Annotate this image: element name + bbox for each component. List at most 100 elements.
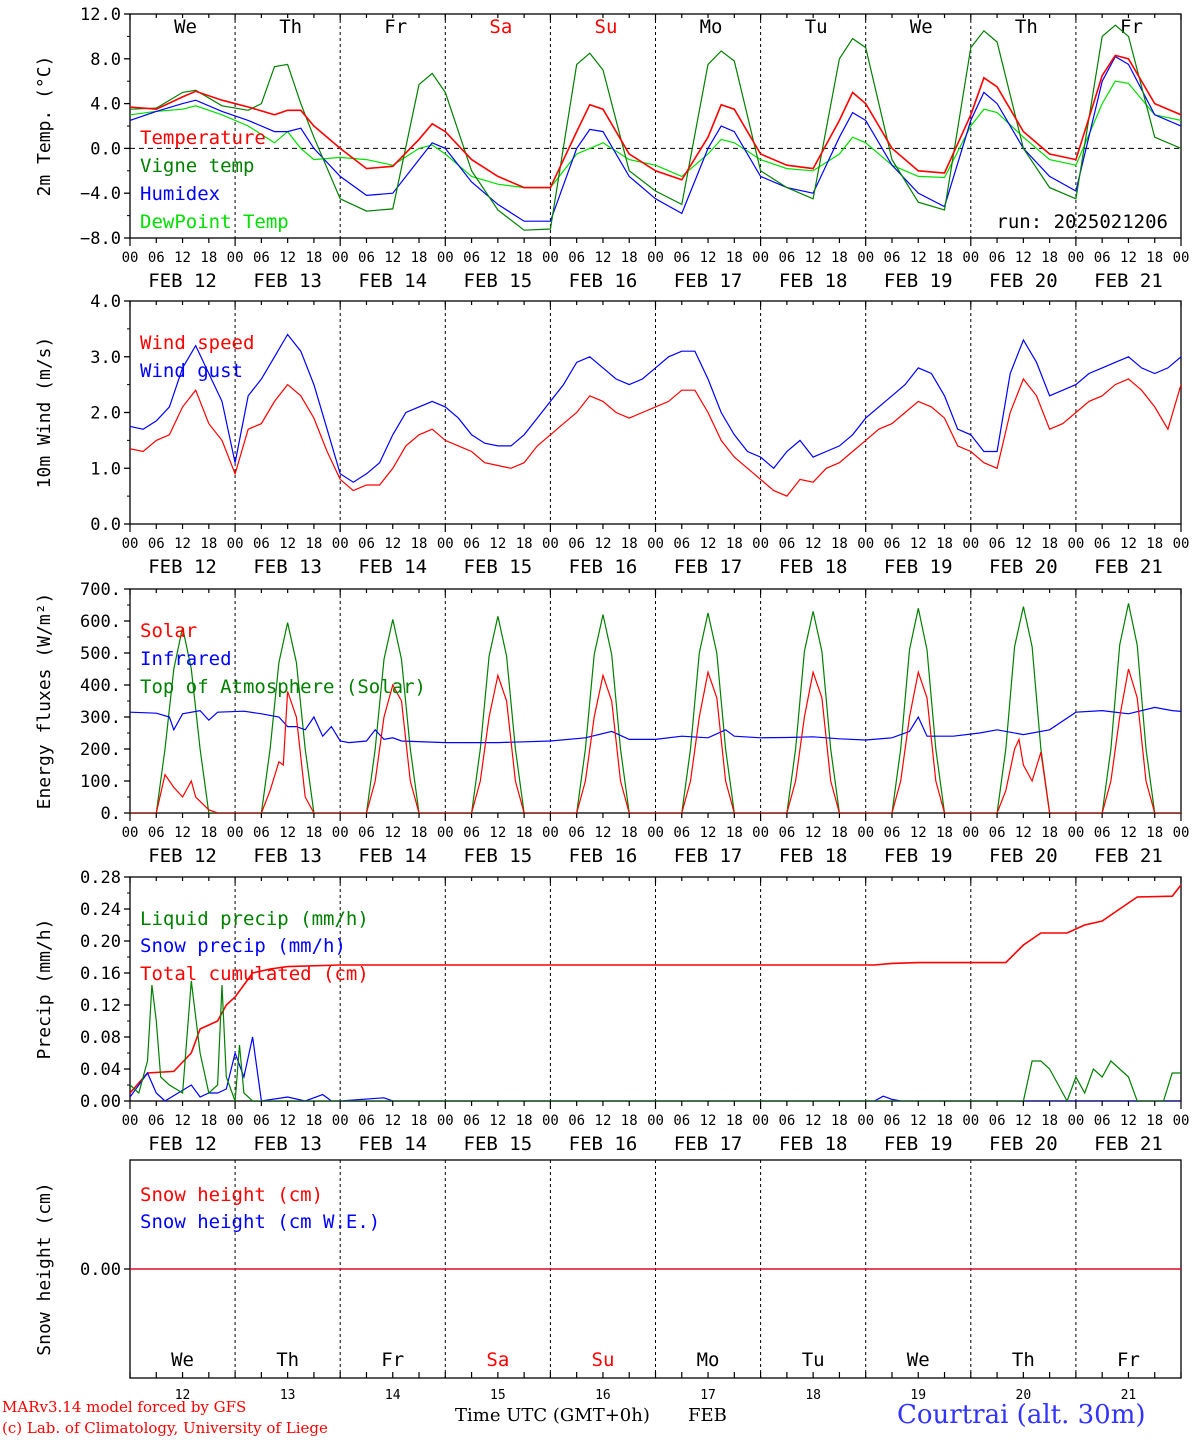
- date-label: FEB 15: [464, 1133, 533, 1155]
- hour-tick-label: 00: [542, 825, 559, 841]
- hour-tick-label: 12: [384, 1113, 401, 1129]
- hour-tick-label: 06: [148, 1113, 165, 1129]
- day-number-label: 15: [490, 1388, 506, 1403]
- weekday-label: Tu: [805, 16, 828, 38]
- date-label: FEB 15: [464, 845, 533, 867]
- hour-tick-label: 00: [647, 825, 664, 841]
- hour-tick-label: 12: [910, 825, 927, 841]
- hour-tick-label: 12: [174, 1113, 191, 1129]
- hour-tick-label: 12: [1120, 1113, 1137, 1129]
- hour-tick-label: 18: [1041, 250, 1058, 266]
- y-tick-label: 0.16: [80, 964, 121, 984]
- legend-entry: Total cumulated (cm): [140, 963, 369, 985]
- y-tick-label: 0.04: [80, 1060, 121, 1080]
- hour-tick-label: 00: [1173, 536, 1190, 552]
- hour-tick-label: 00: [332, 825, 349, 841]
- hour-tick-label: 12: [805, 250, 822, 266]
- y-tick-label: 3.0: [90, 348, 121, 368]
- hour-tick-label: 06: [1094, 536, 1111, 552]
- day-number-label: 19: [910, 1388, 926, 1403]
- series-line-snow-precip-mm-h: [130, 1036, 1181, 1101]
- legend-entry: Liquid precip (mm/h): [140, 908, 369, 930]
- legend-entry: Humidex: [140, 183, 220, 205]
- date-label: FEB 13: [253, 270, 322, 292]
- hour-tick-label: 06: [358, 825, 375, 841]
- y-tick-label: −4.0: [80, 184, 121, 204]
- hour-tick-label: 12: [384, 250, 401, 266]
- hour-tick-label: 18: [305, 825, 322, 841]
- y-tick-label: 0.00: [80, 1260, 121, 1280]
- hour-tick-label: 12: [279, 1113, 296, 1129]
- hour-tick-label: 00: [542, 536, 559, 552]
- hour-tick-label: 06: [568, 825, 585, 841]
- hour-tick-label: 12: [174, 825, 191, 841]
- day-number-label: 21: [1121, 1388, 1137, 1403]
- hour-tick-label: 12: [595, 536, 612, 552]
- date-label: FEB 14: [358, 1133, 427, 1155]
- hour-tick-label: 00: [962, 250, 979, 266]
- hour-tick-label: 00: [332, 250, 349, 266]
- hour-tick-label: 06: [253, 1113, 270, 1129]
- hour-tick-label: 12: [805, 825, 822, 841]
- hour-tick-label: 18: [200, 825, 217, 841]
- hour-tick-label: 18: [200, 536, 217, 552]
- y-tick-label: 200.: [80, 740, 121, 760]
- hour-tick-label: 18: [936, 536, 953, 552]
- hour-tick-label: 06: [778, 250, 795, 266]
- date-label: FEB 13: [253, 1133, 322, 1155]
- hour-tick-label: 00: [962, 536, 979, 552]
- y-axis-label: Precip (mm/h): [34, 919, 55, 1060]
- series-line-humidex: [130, 55, 1181, 222]
- hour-tick-label: 06: [1094, 825, 1111, 841]
- hour-tick-label: 06: [673, 825, 690, 841]
- hour-tick-label: 18: [1146, 825, 1163, 841]
- y-tick-label: 4.0: [90, 292, 121, 312]
- hour-tick-label: 00: [437, 536, 454, 552]
- weekday-label: Fr: [384, 16, 407, 38]
- date-label: FEB 19: [884, 556, 953, 578]
- date-label: FEB 16: [569, 270, 638, 292]
- hour-tick-label: 18: [831, 536, 848, 552]
- day-number-label: 20: [1016, 1388, 1032, 1403]
- month-label: FEB: [688, 1405, 727, 1426]
- day-number-label: 17: [700, 1388, 716, 1403]
- weekday-label: We: [910, 16, 933, 38]
- hour-tick-label: 06: [1094, 1113, 1111, 1129]
- date-label: FEB 21: [1094, 1133, 1163, 1155]
- date-label: FEB 18: [779, 270, 848, 292]
- hour-tick-label: 12: [805, 536, 822, 552]
- hour-tick-label: 18: [726, 825, 743, 841]
- series-line-liquid-precip-mm-h: [130, 980, 1181, 1101]
- date-label: FEB 20: [989, 1133, 1058, 1155]
- legend-entry: Wind gust: [140, 360, 243, 382]
- date-label: FEB 21: [1094, 270, 1163, 292]
- hour-tick-label: 00: [542, 1113, 559, 1129]
- hour-tick-label: 12: [805, 1113, 822, 1129]
- hour-tick-label: 06: [358, 250, 375, 266]
- hour-tick-label: 06: [989, 825, 1006, 841]
- hour-tick-label: 00: [437, 825, 454, 841]
- hour-tick-label: 06: [148, 536, 165, 552]
- y-tick-label: 400.: [80, 676, 121, 696]
- hour-tick-label: 12: [700, 1113, 717, 1129]
- series-line-vigne-temp: [130, 24, 1181, 231]
- hour-tick-label: 18: [831, 1113, 848, 1129]
- hour-tick-label: 12: [489, 825, 506, 841]
- hour-tick-label: 06: [463, 1113, 480, 1129]
- model-credit: MARv3.14 model forced by GFS: [2, 1398, 247, 1416]
- hour-tick-label: 12: [174, 536, 191, 552]
- date-label: FEB 18: [779, 845, 848, 867]
- panel-3: 0. 100. 200. 300. 400. 500. 600. 700. Energy flu…: [34, 580, 1189, 867]
- weekday-label: We: [171, 1349, 194, 1371]
- hour-tick-label: 18: [516, 250, 533, 266]
- hour-tick-label: 06: [673, 536, 690, 552]
- hour-tick-label: 00: [647, 250, 664, 266]
- hour-tick-label: 12: [1120, 250, 1137, 266]
- hour-tick-label: 12: [595, 825, 612, 841]
- date-label: FEB 13: [253, 556, 322, 578]
- hour-tick-label: 06: [358, 1113, 375, 1129]
- date-label: FEB 13: [253, 845, 322, 867]
- hour-tick-label: 12: [910, 1113, 927, 1129]
- hour-tick-label: 18: [1041, 1113, 1058, 1129]
